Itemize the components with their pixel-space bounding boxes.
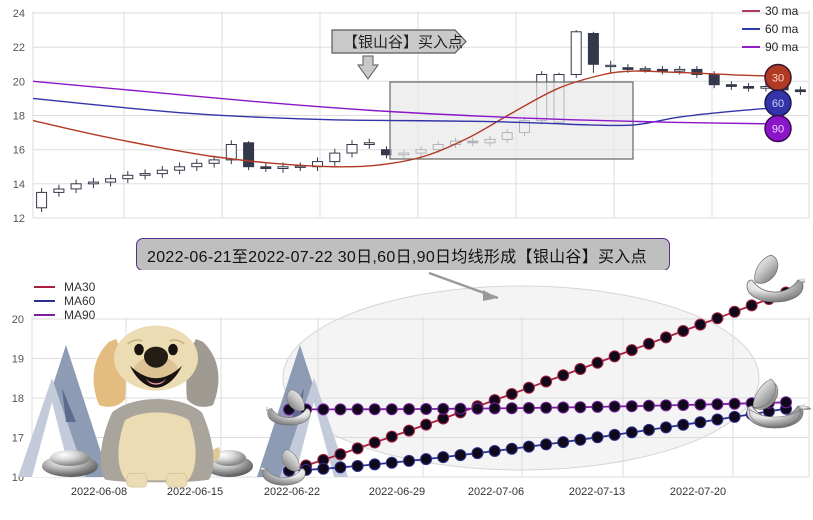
svg-text:19: 19 bbox=[12, 354, 24, 366]
svg-text:MA60: MA60 bbox=[64, 294, 96, 308]
svg-text:2022-07-20: 2022-07-20 bbox=[670, 486, 726, 498]
svg-text:MA30: MA30 bbox=[64, 280, 96, 294]
svg-text:2022-06-08: 2022-06-08 bbox=[71, 486, 127, 498]
svg-text:2022-07-06: 2022-07-06 bbox=[468, 486, 524, 498]
svg-text:MA90: MA90 bbox=[64, 308, 96, 322]
svg-text:17: 17 bbox=[12, 433, 24, 445]
svg-text:2022-06-22: 2022-06-22 bbox=[264, 486, 320, 498]
svg-text:18: 18 bbox=[12, 393, 24, 405]
svg-text:2022-06-29: 2022-06-29 bbox=[369, 486, 425, 498]
svg-text:20: 20 bbox=[12, 314, 24, 326]
svg-text:2022-06-15: 2022-06-15 bbox=[167, 486, 223, 498]
svg-text:2022-07-13: 2022-07-13 bbox=[569, 486, 625, 498]
